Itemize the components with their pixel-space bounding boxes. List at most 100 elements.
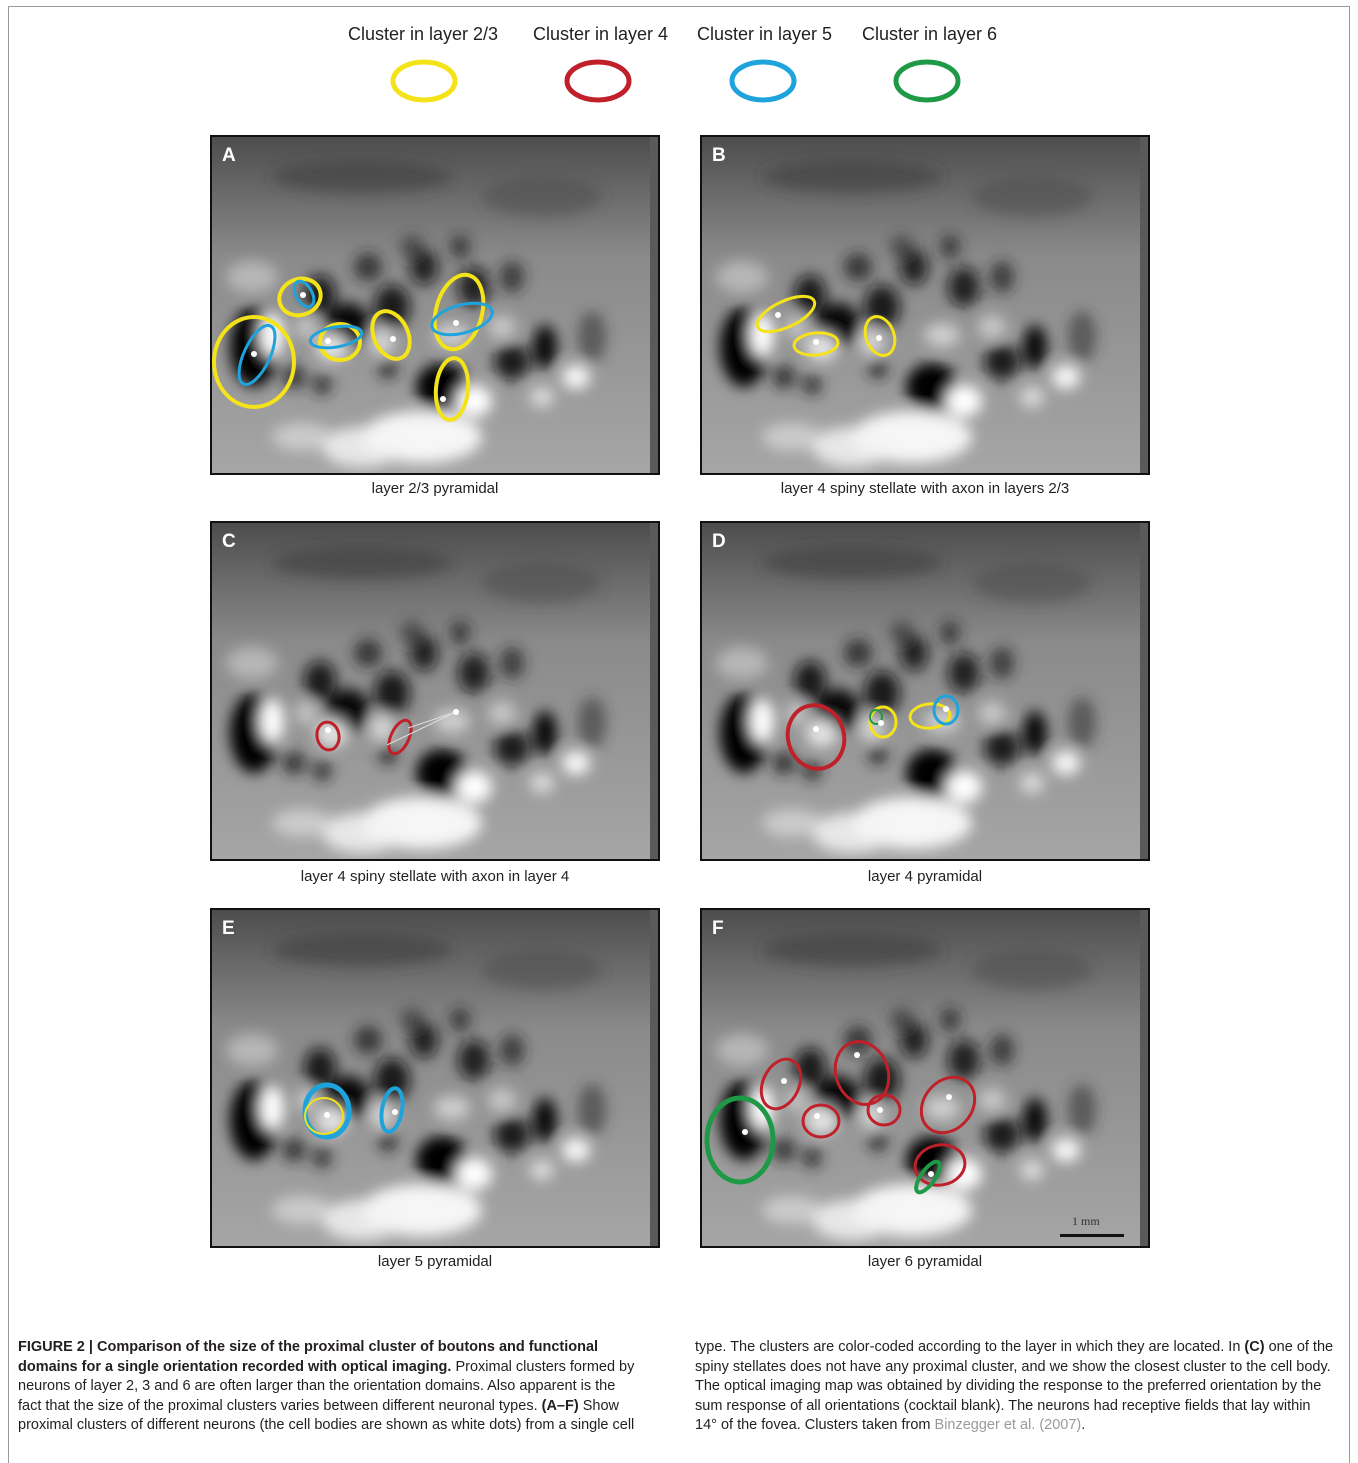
- panel-d-caption: layer 4 pyramidal: [867, 868, 983, 885]
- cell-body-dot: [781, 1078, 787, 1084]
- cell-body-dot: [878, 720, 884, 726]
- cell-body-dot: [742, 1129, 748, 1135]
- caption-text: Show proximal clusters of different neur…: [18, 1397, 635, 1434]
- cluster-ellipse: [932, 694, 960, 726]
- cluster-ellipse: [792, 331, 840, 357]
- panel-f: F 1 mm: [700, 908, 1150, 1248]
- cell-body-dot: [392, 1109, 398, 1115]
- cluster-ellipse: [785, 703, 847, 771]
- cluster-ellipse: [370, 309, 412, 361]
- scale-bar: [1060, 1234, 1124, 1237]
- cell-body-dot: [325, 727, 331, 733]
- cluster-ellipse: [869, 709, 883, 725]
- legend-swatch-layer-2-3: [390, 59, 458, 103]
- cluster-ellipse: [755, 294, 817, 334]
- cluster-ellipse: [315, 720, 341, 752]
- cell-body-dot: [390, 336, 396, 342]
- panel-c-caption: layer 4 spiny stellate with axon in laye…: [300, 868, 570, 885]
- caption-text: type. The clusters are color-coded accor…: [695, 1339, 1241, 1355]
- panel-a-caption: layer 2/3 pyramidal: [371, 480, 499, 497]
- panel-b-caption: layer 4 spiny stellate with axon in laye…: [780, 480, 1070, 497]
- axon-line: [386, 711, 457, 746]
- panel-reference: (C): [1244, 1339, 1265, 1355]
- cell-body-dot: [946, 1094, 952, 1100]
- caption-left-column: FIGURE 2 | Comparison of the size of the…: [18, 1338, 638, 1436]
- cell-body-dot: [813, 339, 819, 345]
- cluster-ellipse: [833, 1040, 891, 1106]
- citation-link[interactable]: Binzegger et al. (2007): [934, 1417, 1082, 1433]
- cluster-ellipse: [863, 315, 897, 357]
- cluster-ellipse: [433, 356, 471, 422]
- legend-label-layer-5: Cluster in layer 5: [697, 24, 833, 44]
- panel-e: E: [210, 908, 660, 1248]
- cell-body-dot: [814, 1113, 820, 1119]
- cluster-ellipse: [430, 301, 494, 337]
- panel-f-caption: layer 6 pyramidal: [867, 1253, 983, 1270]
- optical-imaging-map: [212, 137, 658, 473]
- panel-c: C: [210, 521, 660, 861]
- cluster-ellipse: [919, 1075, 977, 1135]
- cluster-ellipse: [914, 1159, 942, 1195]
- panel-letter: F: [712, 918, 724, 939]
- panel-reference: (A–F): [541, 1397, 579, 1414]
- cell-body-dot: [325, 338, 331, 344]
- cell-body-dot: [813, 726, 819, 732]
- cell-body-dot: [877, 1107, 883, 1113]
- legend-swatch-layer-6: [893, 59, 961, 103]
- cell-body-dot: [943, 706, 949, 712]
- panel-letter: E: [222, 918, 235, 939]
- cluster-ellipse: [801, 1103, 841, 1139]
- legend-label-layer-4: Cluster in layer 4: [533, 24, 669, 44]
- panel-letter: A: [222, 145, 236, 166]
- cluster-ellipse: [704, 1095, 776, 1185]
- axon-line: [407, 711, 457, 729]
- cell-body-dot: [324, 1112, 330, 1118]
- cluster-ellipse: [868, 705, 898, 739]
- panel-b: B: [700, 135, 1150, 475]
- panel-letter: D: [712, 531, 726, 552]
- optical-imaging-map: [702, 137, 1148, 473]
- panel-letter: B: [712, 145, 726, 166]
- optical-imaging-map: [212, 910, 658, 1246]
- cluster-ellipse: [432, 272, 486, 352]
- cluster-ellipse: [277, 276, 323, 318]
- cell-body-dot: [453, 709, 459, 715]
- cell-body-dot: [854, 1052, 860, 1058]
- scale-bar-label: 1 mm: [1072, 1214, 1100, 1228]
- cell-body-dot: [251, 351, 257, 357]
- cell-body-dot: [300, 292, 306, 298]
- cluster-ellipse: [379, 1086, 405, 1134]
- caption-text: one of the spiny stellates does not have…: [695, 1339, 1334, 1433]
- cluster-ellipse: [759, 1057, 803, 1111]
- legend-label-layer-6: Cluster in layer 6: [862, 24, 998, 44]
- panel-e-caption: layer 5 pyramidal: [377, 1253, 493, 1270]
- legend-swatch-layer-5: [729, 59, 797, 103]
- cluster-ellipse: [304, 1097, 344, 1135]
- cluster-ellipse: [913, 1143, 967, 1187]
- cluster-ellipse: [237, 323, 277, 387]
- cell-body-dot: [928, 1171, 934, 1177]
- caption-text: .: [1081, 1417, 1086, 1433]
- panel-a: A: [210, 135, 660, 475]
- cluster-ellipse: [308, 324, 364, 350]
- optical-imaging-map: [702, 910, 1148, 1246]
- optical-imaging-map: [702, 523, 1148, 859]
- cluster-ellipse: [292, 279, 316, 309]
- cell-body-dot: [775, 312, 781, 318]
- cluster-ellipse: [866, 1093, 902, 1127]
- figure-frame: [8, 6, 1350, 1463]
- cell-body-dot: [876, 335, 882, 341]
- caption-right-column: type. The clusters are color-coded accor…: [695, 1338, 1335, 1436]
- cluster-ellipse: [908, 702, 952, 730]
- cluster-ellipse: [212, 315, 296, 409]
- legend-label-layer-2-3: Cluster in layer 2/3: [348, 24, 499, 44]
- cluster-ellipse: [318, 322, 362, 362]
- legend-swatch-layer-4: [564, 59, 632, 103]
- panel-d: D: [700, 521, 1150, 861]
- cell-body-dot: [440, 396, 446, 402]
- optical-imaging-map: [212, 523, 658, 859]
- cluster-ellipse: [387, 718, 413, 756]
- cell-body-dot: [453, 320, 459, 326]
- caption-text: Proximal clusters formed by neurons of l…: [18, 1358, 635, 1414]
- panel-letter: C: [222, 531, 236, 552]
